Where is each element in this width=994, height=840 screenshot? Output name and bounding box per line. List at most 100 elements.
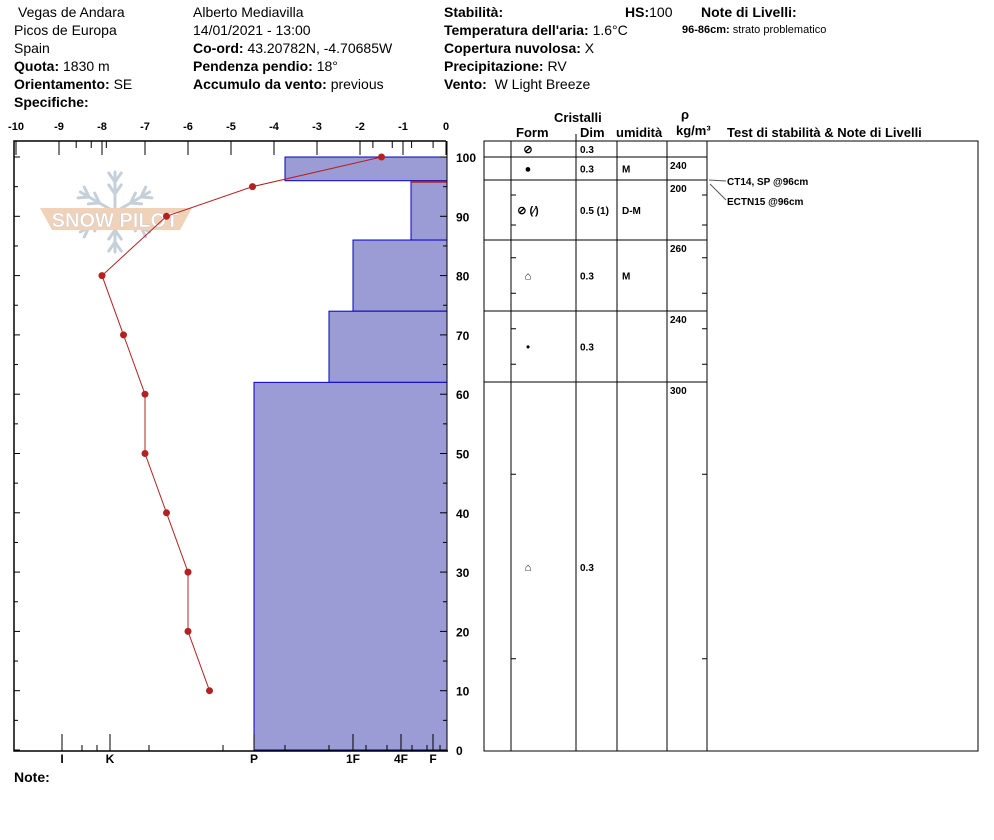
slope-label: Pendenza pendio:	[193, 58, 313, 74]
depth-tick-label: 90	[456, 210, 470, 224]
form-header: Form	[516, 125, 549, 140]
depth-tick-label: 50	[456, 448, 470, 462]
wind-label: Vento:	[444, 76, 487, 92]
grain-form-icon: ⌂	[525, 271, 532, 283]
depth-tick-label: 80	[456, 270, 470, 284]
dim-header: Dim	[580, 125, 605, 140]
precip-value: RV	[547, 58, 567, 74]
cloud: Copertura nuvolosa: X	[444, 40, 594, 56]
cristalli-header: Cristalli	[554, 110, 602, 125]
hardness-tick-label: P	[250, 752, 258, 766]
country: Spain	[14, 40, 50, 56]
grain-size: 0.3	[580, 343, 594, 354]
temperature-point	[163, 509, 170, 517]
grain-form-icon: ⌂	[525, 562, 532, 574]
grain-form-icon: ⊘ (⁄)	[517, 205, 539, 217]
quota: Quota: 1830 m	[14, 58, 110, 74]
temp-tick-label: -4	[269, 121, 280, 133]
temperature-point	[184, 568, 192, 576]
depth-tick-label: 30	[456, 566, 470, 580]
orientation: Orientamento: SE	[14, 76, 132, 92]
coord: Co-ord: 43.20782N, -4.70685W	[193, 40, 392, 56]
umid-header: umidità	[616, 125, 663, 140]
quota-value: 1830 m	[63, 58, 110, 74]
grain-size: 0.5 (1)	[580, 206, 609, 217]
cloud-value: X	[584, 40, 595, 56]
tests-header: Test di stabilità & Note di Livelli	[727, 125, 922, 140]
wind-load-value: previous	[330, 76, 384, 92]
hs-value: 100	[649, 4, 673, 20]
hardness-tick-label: I	[60, 752, 63, 766]
temp-tick-label: -10	[8, 121, 24, 133]
temperature-point	[141, 450, 149, 457]
temperature-point	[184, 627, 192, 635]
temp-tick-label: -2	[355, 121, 365, 133]
temp-tick-label: -1	[398, 121, 408, 133]
hardness-bar	[253, 381, 448, 751]
logo-banner	[40, 208, 192, 230]
temp-tick-label: -5	[226, 121, 236, 133]
depth-tick-label: 20	[456, 625, 470, 639]
grain-form-icon: ●	[525, 164, 532, 176]
density: 240	[670, 315, 687, 326]
grain-size: 0.3	[580, 165, 594, 176]
test-arrow-icon	[708, 179, 727, 182]
hardness-tick-label: 4F	[394, 752, 408, 766]
depth-tick-label: 70	[456, 329, 470, 343]
coord-value: 43.20782N, -4.70685W	[247, 40, 393, 56]
range: Picos de Europa	[14, 22, 117, 38]
layer-note-range: 96-86cm:	[682, 24, 730, 36]
layer-note-text: strato problematico	[732, 24, 827, 36]
air-temp-value: 1.6°C	[592, 22, 628, 38]
stability: Stabilità:	[444, 4, 504, 20]
hardness-bar	[328, 310, 448, 383]
notes-title: Note di Livelli:	[701, 4, 797, 20]
grain-form-icon: ⊘	[523, 144, 532, 156]
test-arrow-icon	[709, 183, 727, 201]
coord-label: Co-ord:	[193, 40, 244, 56]
grain-form-icon: •	[526, 342, 530, 354]
wind-load-label: Accumulo da vento:	[193, 76, 327, 92]
layer-note: 96-86cm: strato problematico	[682, 24, 826, 36]
depth-tick-label: 10	[456, 685, 470, 699]
precip-label: Precipitazione:	[444, 58, 544, 74]
orientation-label: Orientamento:	[14, 76, 110, 92]
logo-text: SNOW PILOT	[52, 210, 179, 232]
observer: Alberto Mediavilla	[193, 4, 304, 20]
datetime: 14/01/2021 - 13:00	[193, 22, 311, 38]
cloud-label: Copertura nuvolosa:	[444, 40, 581, 56]
density: 300	[670, 386, 687, 397]
temperature-point	[120, 331, 127, 339]
location: Vegas de Andara	[18, 4, 125, 20]
depth-tick-label: 100	[456, 151, 476, 165]
plot-frame	[13, 140, 448, 752]
temp-tick-label: 0	[443, 121, 449, 133]
hardness-bar	[410, 180, 448, 241]
hs: HS:100	[625, 4, 672, 20]
temp-tick-label: -3	[312, 121, 322, 133]
hardness-tick-label: F	[429, 752, 436, 766]
grain-size: 0.3	[580, 563, 594, 574]
temperature-point	[378, 153, 385, 161]
temp-tick-label: -7	[140, 121, 150, 133]
density: 260	[670, 244, 687, 255]
wind-value: W Light Breeze	[494, 76, 591, 92]
stability-test: ECTN15 @96cm	[727, 197, 804, 208]
hardness-tick-label: 1F	[346, 752, 360, 766]
density: 240	[670, 161, 687, 172]
wind-load: Accumulo da vento: previous	[193, 76, 384, 92]
slope: Pendenza pendio: 18°	[193, 58, 338, 74]
temp-tick-label: -9	[54, 121, 64, 133]
slope-value: 18°	[316, 58, 338, 74]
temperature-point	[206, 687, 213, 695]
air-temp-label: Temperatura dell'aria:	[444, 22, 589, 38]
depth-tick-label: 0	[456, 744, 463, 758]
moisture: M	[622, 272, 630, 283]
note-label: Note:	[14, 769, 50, 785]
grain-size: 0.3	[580, 272, 594, 283]
temperature-point	[141, 390, 149, 398]
hardness-tick-label: K	[106, 752, 115, 766]
hardness-bar	[352, 239, 448, 312]
hs-label: HS:	[625, 4, 650, 20]
